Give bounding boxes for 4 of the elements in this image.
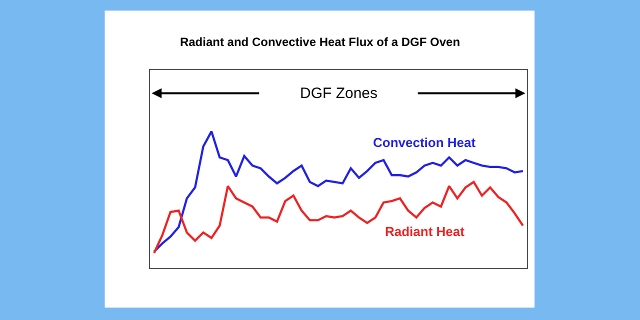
- series-label: Radiant Heat: [385, 224, 466, 239]
- text: DGF Zones: [300, 85, 378, 102]
- chart-title: Radiant and Convective Heat Flux of a DGF Oven: [180, 34, 460, 49]
- series-label: Convection Heat: [373, 135, 476, 150]
